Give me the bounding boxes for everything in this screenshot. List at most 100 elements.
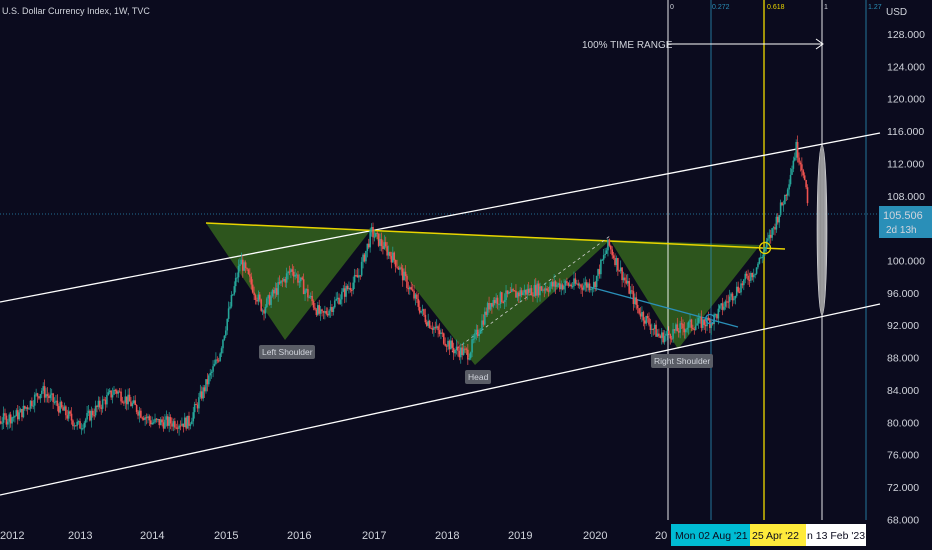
x-tick-label: 2018 [435, 530, 459, 542]
candle-body [0, 421, 2, 424]
candle-body [447, 340, 449, 347]
candle-body [542, 289, 544, 291]
candle-body [106, 395, 108, 405]
candle-body [609, 245, 612, 250]
candle-body [503, 300, 506, 303]
candle-body [614, 258, 616, 266]
candle-body [482, 320, 485, 325]
candle-body [363, 254, 366, 262]
candle-body [65, 406, 67, 416]
candle-body [556, 284, 558, 287]
candle-body [597, 269, 599, 276]
candle-body [82, 428, 84, 430]
candle-body [382, 246, 384, 249]
candle-body [79, 421, 81, 429]
candle-body [358, 275, 360, 278]
candle-body [233, 286, 236, 295]
candle-body [131, 403, 134, 407]
candle-body [304, 290, 306, 295]
fib-label-0618: 0.618 [767, 4, 785, 11]
left-shoulder-tag: Left Shoulder [259, 345, 315, 359]
candle-body [583, 285, 585, 290]
candle-body [685, 329, 687, 333]
candle-body [666, 330, 669, 334]
candle-body [188, 415, 190, 426]
y-tick-label: 128.000 [887, 29, 925, 41]
y-tick-label: 76.000 [887, 450, 919, 462]
candle-body [788, 184, 790, 190]
candle-body [716, 314, 718, 319]
candle-body [100, 407, 103, 409]
candle-body [774, 227, 776, 230]
candle-body [805, 179, 807, 188]
candle-body [319, 309, 322, 314]
head-and-shoulders-pattern [206, 223, 760, 365]
candle-body [359, 275, 362, 277]
candle-body [60, 401, 63, 408]
candle-body [283, 278, 285, 281]
candle-body [57, 406, 60, 413]
candle-body [55, 400, 57, 402]
candle-body [413, 290, 415, 299]
candle-body [135, 405, 138, 412]
fib-label-0: 0 [670, 4, 674, 11]
candle-body [243, 262, 245, 271]
right-shoulder-label: Right Shoulder [654, 356, 710, 366]
date-label-2: 25 Apr '22 [752, 530, 799, 542]
left-shoulder-label: Left Shoulder [262, 347, 313, 357]
candle-body [52, 393, 54, 402]
candle-body [280, 280, 282, 284]
candle-body [430, 327, 432, 329]
candle-body [41, 390, 43, 395]
candle-body [295, 274, 298, 276]
candle-body [724, 301, 727, 307]
candle-body [643, 320, 646, 324]
candle-body [792, 160, 795, 169]
candle-body [172, 421, 175, 427]
candle-body [1, 422, 3, 424]
candle-body [166, 416, 169, 426]
candle-body [249, 274, 251, 277]
y-tick-label: 80.000 [887, 417, 919, 429]
candle-body [604, 253, 606, 256]
candle-body [144, 417, 146, 420]
candle-body [806, 187, 809, 204]
candle-body [784, 194, 786, 205]
candle-body [537, 283, 540, 296]
candle-body [154, 418, 156, 423]
candle-body [748, 279, 751, 281]
target-ellipse [816, 144, 828, 316]
candle-body [14, 416, 16, 418]
candle-body [550, 282, 553, 287]
candle-body [686, 327, 689, 330]
candle-body [365, 250, 367, 262]
candle-body [735, 286, 738, 296]
candle-body [346, 285, 349, 290]
price-axis-area[interactable] [880, 0, 932, 550]
candle-body [428, 320, 431, 328]
candle-body [502, 302, 505, 304]
candle-body [298, 281, 301, 283]
candle-body [90, 410, 93, 421]
candle-body [563, 285, 565, 290]
candle-body [360, 261, 363, 276]
candle-body [123, 402, 125, 404]
candle-body [161, 419, 163, 423]
candle-body [628, 281, 630, 294]
candle-body [159, 419, 162, 426]
candle-body [70, 413, 73, 421]
candle-body [63, 406, 66, 411]
candle-body [149, 420, 152, 425]
candle-body [349, 287, 352, 291]
candle-body [192, 412, 195, 422]
candle-body [673, 329, 676, 331]
candle-body [311, 295, 313, 302]
candle-body [692, 327, 694, 329]
candle-body [672, 329, 674, 339]
candle-body [107, 392, 110, 396]
candle-body [397, 267, 400, 270]
candle-body [205, 379, 207, 392]
candle-body [141, 417, 144, 419]
y-tick-label: 120.000 [887, 94, 925, 106]
